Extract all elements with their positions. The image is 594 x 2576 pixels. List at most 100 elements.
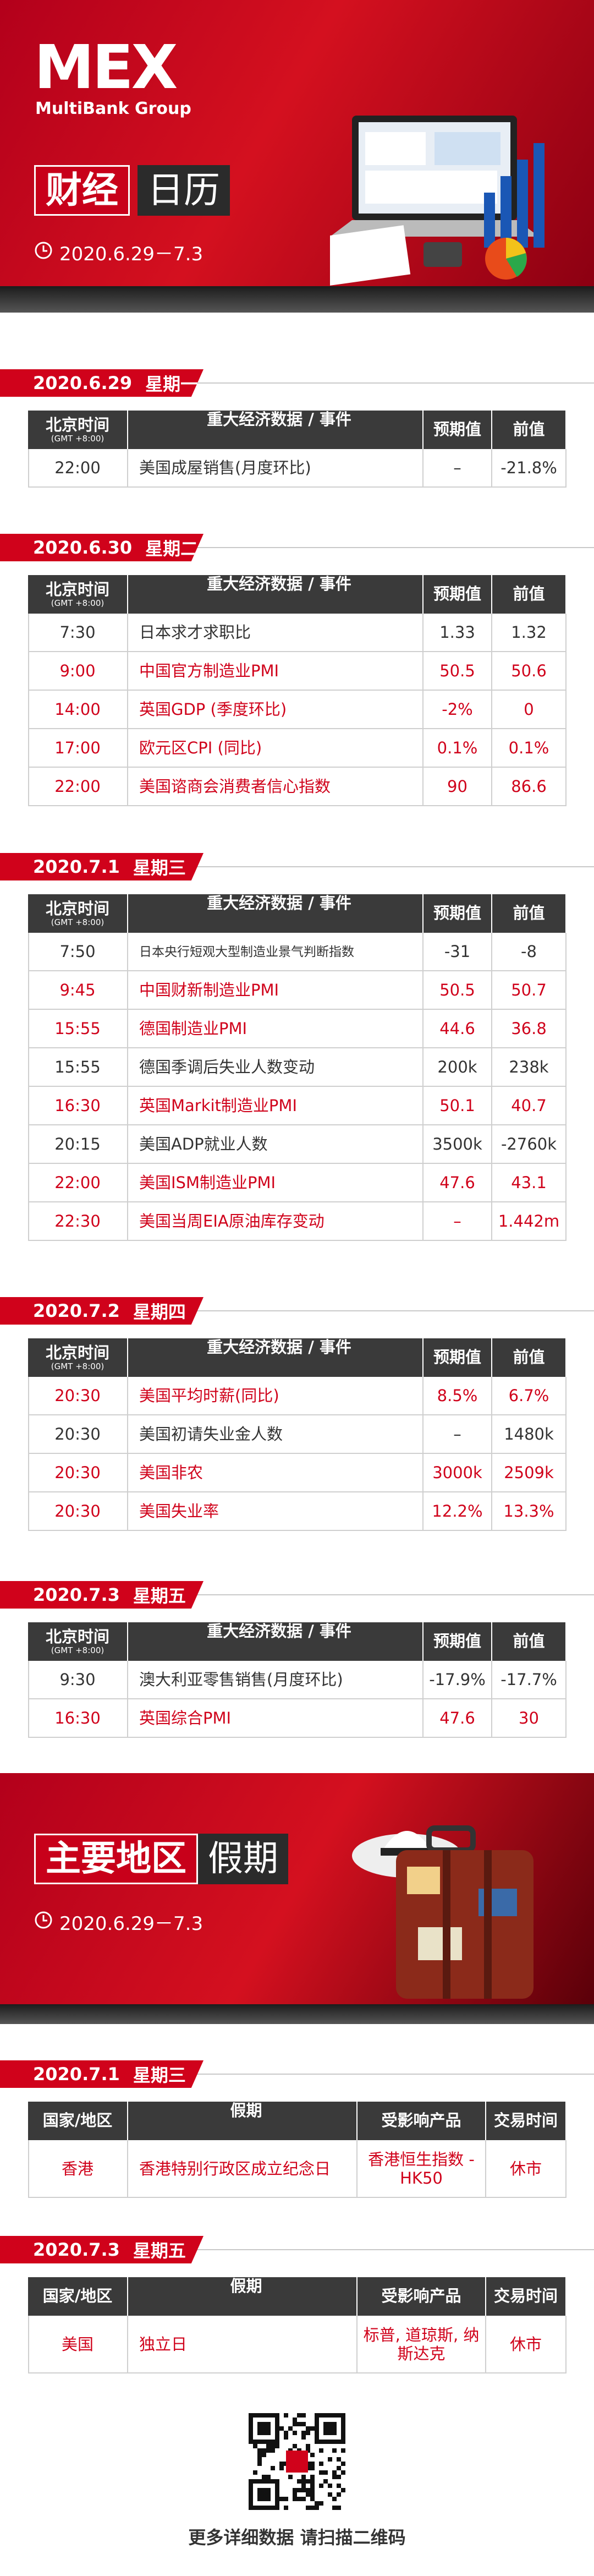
table-cell: 50.5 [424,652,492,691]
qr-module [297,2422,301,2426]
logo: MEX [34,32,178,102]
header-text: 重大经济数据 / 事件 [207,1622,351,1640]
qr-module [337,2475,341,2479]
table-cell: 200k [424,1048,492,1087]
qr-module [266,2444,271,2448]
qr-module [279,2462,284,2466]
qr-module [279,2466,284,2470]
table-cell: 43.1 [492,1164,566,1202]
qr-module [332,2475,337,2479]
header-cell: 前值 [492,575,566,614]
qr-module [293,2422,297,2426]
table-cell: -17.9% [424,1661,492,1699]
header-cell: 预期值 [424,411,492,449]
header-text: 前值 [513,1348,545,1367]
table-cell: 德国季调后失业人数变动 [128,1048,424,1087]
header-cell: 北京时间 (GMT +8:00) [28,575,128,614]
qr-module [297,2479,301,2484]
suitcase-illustration [352,1825,534,1999]
table-cell: 2509k [492,1454,566,1492]
qr-module [328,2492,332,2497]
qr-module [332,2497,337,2501]
qr-module [301,2497,306,2501]
qr-module [284,2431,288,2435]
qr-module [319,2462,323,2466]
day-date: 2020.7.3 [33,2239,120,2260]
day-tag: 2020.7.1 星期三 [0,853,204,880]
day-weekday: 星期五 [133,1585,186,1606]
table-cell: -31 [424,933,492,971]
qr-module [310,2479,315,2484]
table-cell: 日本央行短观大型制造业景气判断指数 [128,933,424,971]
qr-module [341,2470,345,2475]
header-cell: 交易时间 [486,2102,566,2140]
qr-module [301,2488,306,2492]
table-cell: 12.2% [424,1492,492,1531]
qr-module [288,2475,293,2479]
qr-module [284,2435,288,2440]
qr-module [257,2488,271,2501]
header-cell: 预期值 [424,1338,492,1377]
day-divider [0,866,594,867]
header-cell: 预期值 [424,894,492,933]
holiday-date-range: 2020.6.29－7.3 [59,1913,204,1935]
qr-module [332,2470,337,2475]
header-text: 北京时间 [45,415,109,434]
qr-module [262,2475,266,2479]
qr-module [301,2479,306,2484]
qr-module [323,2470,328,2475]
table-cell: 美国平均时薪(同比) [128,1377,424,1415]
qr-module [271,2448,275,2453]
header-text: 受影响产品 [381,2111,461,2130]
qr-module [319,2470,323,2475]
qr-module [293,2488,297,2492]
header-cell: 假期 [128,2277,358,2316]
qr-module [310,2462,315,2466]
header-cell: 重大经济数据 / 事件 [128,894,424,933]
header-subtext: (GMT +8:00) [51,917,105,928]
header-text: 国家/地区 [42,2111,113,2130]
table-cell: 7:30 [28,614,128,652]
day-date: 2020.7.1 [33,856,120,877]
qr-module [297,2497,301,2501]
qr-module [310,2484,315,2488]
day-date: 2020.7.3 [33,1584,120,1605]
table-cell: 休市 [486,2316,566,2373]
day-date: 2020.7.2 [33,1300,120,1321]
day-divider [0,2074,594,2075]
qr-module [310,2506,315,2510]
table-cell: 日本求才求职比 [128,614,424,652]
qr-module [293,2497,297,2501]
table-cell: 9:30 [28,1661,128,1699]
header-text: 交易时间 [493,2111,558,2130]
table-cell: 1.33 [424,614,492,652]
header-text: 前值 [513,420,545,439]
table-cell: 标普, 道琼斯, 纳斯达克 [358,2316,486,2373]
qr-module [315,2501,319,2506]
header-cell: 北京时间 (GMT +8:00) [28,894,128,933]
qr-module [306,2444,310,2448]
table-cell: 16:30 [28,1699,128,1738]
header-cell: 受影响产品 [358,2102,486,2140]
header-text: 预期值 [433,1632,481,1651]
holiday-title-b: 假期 [198,1834,288,1884]
table-cell: 中国财新制造业PMI [128,971,424,1010]
header-text: 假期 [230,2277,262,2295]
header-text: 前值 [513,904,545,923]
qr-module [306,2479,310,2484]
qr-module [288,2426,293,2431]
table-cell: 47.6 [424,1699,492,1738]
header-cell: 前值 [492,1338,566,1377]
header-cell: 北京时间 (GMT +8:00) [28,411,128,449]
qr-module [262,2448,266,2453]
day-weekday: 星期三 [133,2065,186,2086]
qr-module [279,2497,284,2501]
header-text: 预期值 [433,584,481,604]
table-cell: 休市 [486,2140,566,2198]
table-cell: 0 [492,691,566,729]
qr-module [323,2422,337,2435]
qr-module [253,2470,257,2475]
table-cell: 1.442m [492,1202,566,1241]
table-cell: 欧元区CPI (同比) [128,729,424,768]
table-cell: 14:00 [28,691,128,729]
